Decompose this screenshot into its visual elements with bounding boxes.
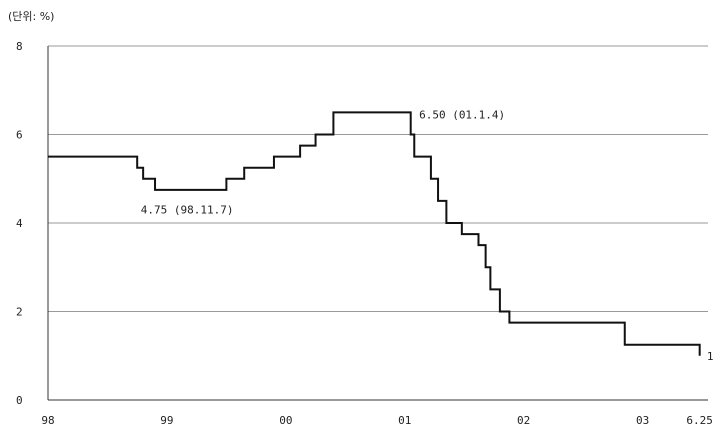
annotation-label: 1.00 [707,350,716,363]
y-tick-labels: 0 2 4 6 8 [16,40,23,407]
x-tick-label: 01 [398,414,411,427]
x-tick-label: 6.25 [686,414,713,427]
series-group [48,111,701,356]
y-tick-label: 2 [16,306,23,319]
gridlines [48,45,708,312]
y-tick-label: 0 [16,394,23,407]
annotation-label: 6.50 (01.1.4) [419,109,505,122]
x-tick-label: 03 [636,414,649,427]
y-tick-label: 4 [16,217,23,230]
x-tick-label: 02 [517,414,530,427]
y-tick-label: 8 [16,40,23,53]
annotation-label: 4.75 (98.11.7) [141,204,234,217]
x-tick-label: 99 [160,414,173,427]
x-tick-labels: 98 99 00 01 02 03 6.25 [41,414,713,427]
x-tick-label: 00 [279,414,292,427]
annotations: 4.75 (98.11.7) 6.50 (01.1.4) 1.00 [141,109,716,363]
unit-label: (단위: %) [8,10,54,23]
series-line-0 [48,111,701,356]
x-tick-label: 98 [41,414,54,427]
y-tick-label: 6 [16,129,23,142]
axes [47,46,708,401]
